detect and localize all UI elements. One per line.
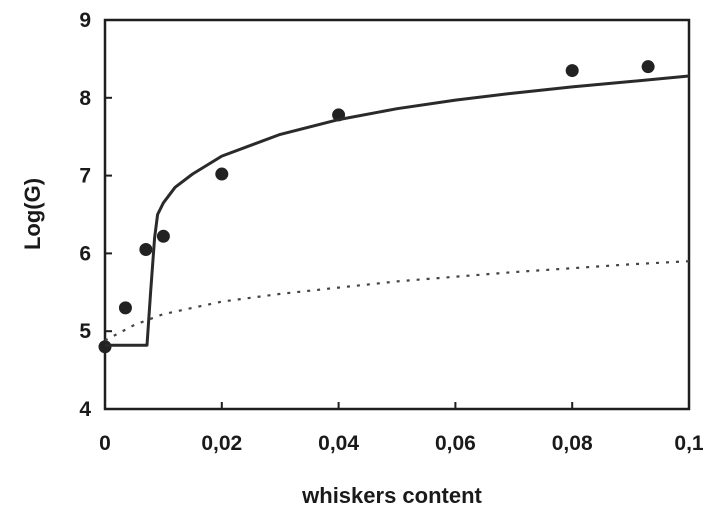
data-point [98,340,112,354]
data-point [565,64,579,78]
data-point [156,229,170,243]
data-point [139,243,153,257]
y-tick-label: 6 [79,242,91,265]
data-point [215,167,229,181]
y-tick-label: 8 [79,87,91,110]
series-layer [98,60,690,354]
solid-curve [105,74,690,347]
y-tick-label: 5 [79,320,91,343]
x-tick-label: 0,04 [318,432,359,455]
x-tick-label: 0,08 [552,432,593,455]
data-point [641,60,655,74]
x-tick-label: 0,1 [674,432,704,455]
x-axis-ticks: 0 0,02 0,04 0,06 0,08 0,1 [99,402,704,455]
y-axis-title: Log(G) [20,178,45,250]
x-axis-title: whiskers content [301,483,482,508]
y-axis-ticks: 4 5 6 7 8 9 [79,9,112,421]
x-tick-label: 0,06 [435,432,476,455]
y-tick-label: 7 [79,165,91,188]
dotted-curve [104,260,690,342]
y-tick-label: 4 [79,398,91,421]
x-tick-label: 0,02 [201,432,242,455]
data-point [118,301,132,315]
y-tick-label: 9 [79,9,91,32]
x-tick-label: 0 [99,432,111,455]
plot-frame [103,18,691,411]
